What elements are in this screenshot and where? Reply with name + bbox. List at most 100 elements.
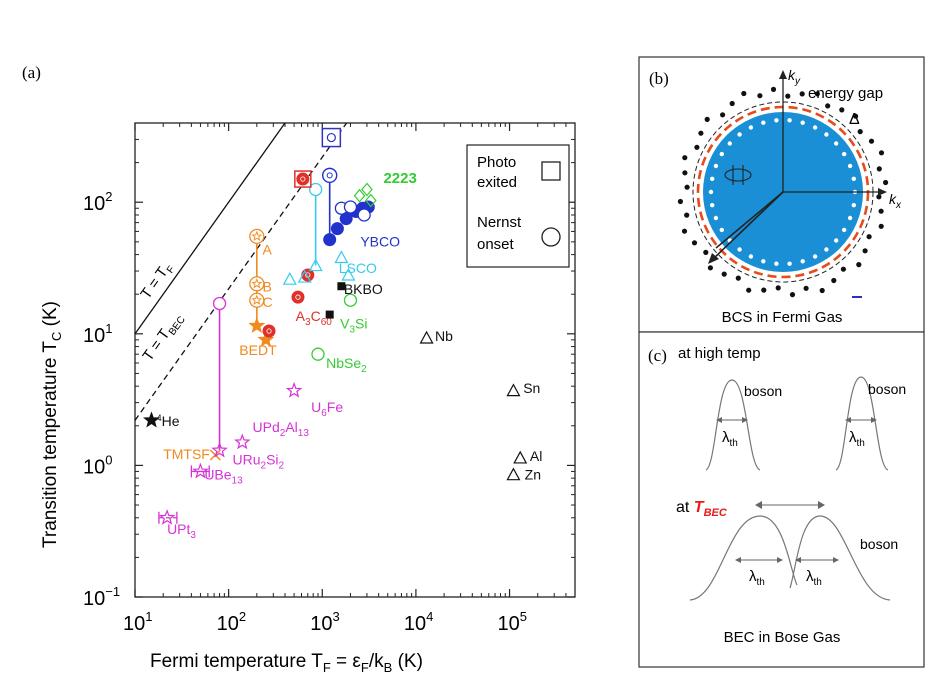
annotation-u6: U6Fe: [311, 399, 343, 419]
data-point-bkbo-2: [325, 310, 334, 319]
annotation-uru2: URu2Si2: [233, 451, 285, 471]
y-tick-label: 100: [83, 452, 112, 478]
pair-dot: [748, 254, 754, 259]
data-point-ube13: [192, 462, 209, 479]
pair-dot: [847, 163, 853, 169]
data-point-upd2al3: [234, 433, 251, 450]
panel-a-label: (a): [22, 63, 41, 82]
panel-c-frame: [638, 331, 925, 668]
y-tick-label: 102: [83, 189, 112, 215]
radius-arrow: [711, 191, 784, 261]
boson-label-1: boson: [744, 383, 782, 399]
electron-dot: [831, 277, 837, 284]
data-point-c: [249, 292, 265, 308]
onset-marker: [321, 127, 342, 148]
electron-dot: [741, 90, 747, 97]
panel-c-label: (c): [648, 346, 667, 365]
pair-dot: [834, 238, 839, 243]
electron-dot: [878, 208, 884, 214]
y-tick-label: 10−1: [83, 584, 120, 610]
onset-marker: [294, 170, 312, 188]
electron-dot: [856, 262, 862, 268]
pair-dot: [713, 163, 719, 169]
electron-dot: [825, 103, 831, 109]
electron-dot: [704, 116, 710, 122]
annotation-zn: Zn: [525, 467, 541, 483]
pair-dot: [787, 261, 792, 266]
fermi-surface-dots: [677, 86, 889, 298]
data-point-2223-2: [361, 182, 373, 197]
x-tick-label: 103: [310, 609, 339, 635]
x-tick-label: 104: [404, 609, 433, 635]
electron-dot: [677, 198, 684, 205]
data-point-lsco-4: [341, 267, 356, 281]
lambda-label-3: λth: [749, 568, 765, 588]
y-tick-label: 101: [83, 321, 112, 347]
annotation-sn: Sn: [523, 380, 540, 396]
reference-lines: T = TFT = TBEC: [134, 122, 348, 421]
cooper-pair-dots: [708, 118, 858, 266]
electron-dot: [682, 170, 688, 176]
electron-dot: [681, 228, 688, 234]
data-points: [143, 127, 528, 525]
kx-arrow-icon: [878, 188, 887, 196]
data-point-lsco-1: [282, 271, 297, 285]
pair-dot: [719, 151, 724, 157]
spin-orbit-icon: [724, 168, 752, 182]
electron-dot: [761, 287, 767, 293]
panel-c: (c) at high temp boson λth boson λth at …: [638, 331, 925, 668]
annotation-tmtsf: TMTSF: [163, 446, 210, 462]
reference-line-f: [134, 122, 286, 335]
kx-label: kx: [889, 191, 902, 211]
electron-dot: [789, 292, 796, 298]
annotation-lsco: LSCO: [339, 260, 377, 276]
lambda-label-4: λth: [806, 568, 822, 588]
legend-square-icon: [541, 161, 561, 181]
data-point-a: [249, 228, 265, 245]
annotation-bkbo: BKBO: [344, 281, 383, 297]
electron-dot: [868, 138, 875, 144]
data-point-a3c60-1: [262, 324, 276, 338]
electron-dot: [682, 155, 688, 161]
electron-dot: [840, 266, 847, 272]
electron-dot: [876, 194, 882, 200]
electron-dot: [775, 285, 781, 291]
annotation-2223: 2223: [383, 170, 416, 187]
legend-item-nernst-line1: Nernst: [477, 214, 522, 231]
electron-dot: [694, 144, 700, 150]
data-point-al: [513, 450, 528, 464]
electron-dot: [746, 287, 752, 293]
boson-wave-3: [689, 515, 798, 601]
data-point-uru2si2: [211, 441, 228, 458]
x-tick-label: 101: [123, 609, 152, 635]
pair-dot: [774, 261, 779, 266]
data-point-bedt-1: [248, 316, 266, 334]
electron-dot: [814, 91, 820, 97]
x-tick-label: 102: [217, 609, 246, 635]
high-temp-label: at high temp: [678, 345, 761, 362]
electron-dot: [770, 86, 777, 92]
data-point-b: [249, 276, 265, 292]
annotation-c: C: [263, 294, 273, 310]
data-point-zn: [506, 467, 521, 481]
electron-dot: [857, 129, 863, 135]
data-point-nbse2: [311, 347, 325, 361]
electron-dot: [721, 271, 727, 277]
lambda-label-1: λth: [722, 429, 738, 449]
panel-b-label: (b): [649, 69, 669, 88]
data-point-v3si: [343, 293, 358, 307]
boson-wave-2: [835, 376, 889, 471]
data-point-sn: [506, 383, 521, 397]
kz-axis: [715, 191, 784, 249]
data-point-ybco-o2: [343, 200, 358, 214]
panel-b-caption: BCS in Fermi Gas: [722, 309, 843, 326]
data-point-nb: [419, 330, 434, 344]
electron-dot: [876, 166, 882, 172]
electron-dot: [698, 130, 704, 136]
pair-dot: [834, 141, 839, 146]
data-point-4he: [143, 411, 160, 428]
panel-c-caption: BEC in Bose Gas: [724, 629, 841, 646]
overlap-arrow-left-icon: [755, 501, 762, 509]
overlap-arrow-right-icon: [818, 501, 825, 509]
